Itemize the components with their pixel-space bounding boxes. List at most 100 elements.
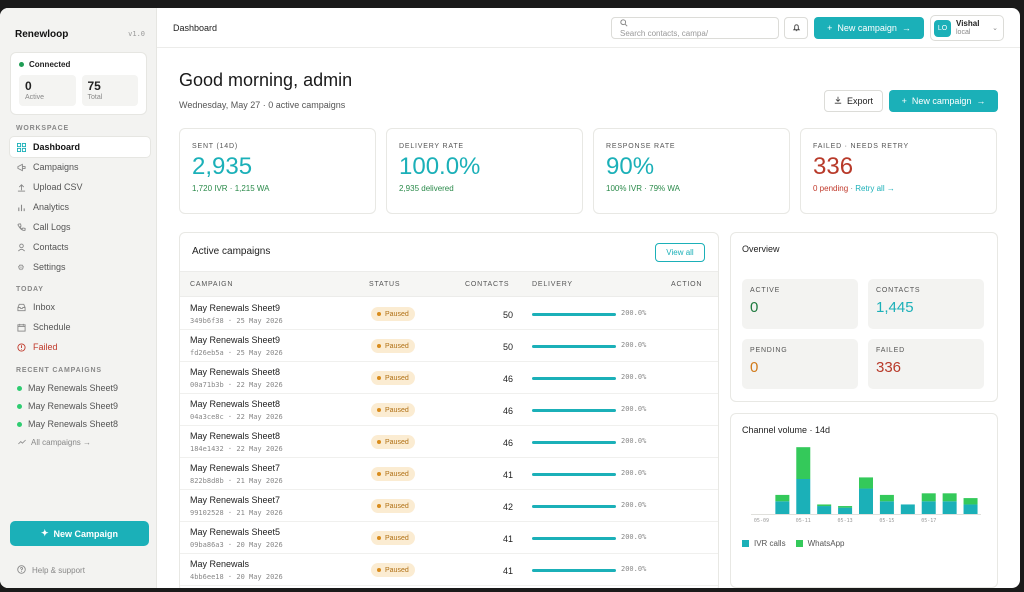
table-row[interactable]: May Renewals Sheet8 00a71b3b · 22 May 202… <box>180 362 718 394</box>
chart-title: Channel volume · 14d <box>742 425 831 435</box>
overview-card-failed: FAILED 336 <box>868 339 984 389</box>
bar-05-10-whatsapp <box>775 494 790 502</box>
delivery-percent: 200.0% <box>621 373 647 381</box>
contacts-count: 41 <box>502 470 513 480</box>
inbox-icon <box>16 302 26 312</box>
active-stat-label: Active <box>25 94 45 101</box>
megaphone-icon <box>16 162 26 172</box>
view-all-button[interactable]: View all <box>655 243 705 262</box>
campaign-meta: 184e1432 · 22 May 2026 <box>190 445 283 453</box>
user-name: Vishal <box>956 19 980 28</box>
table-row[interactable]: May Renewals Sheet5 09ba86a3 · 20 May 202… <box>180 522 718 554</box>
panel-title: Active campaigns <box>192 246 271 257</box>
status-badge: Paused <box>371 307 415 321</box>
plus-icon: + <box>827 23 833 33</box>
today-section-title: TODAY <box>16 286 44 293</box>
help-support-label: Help & support <box>32 566 85 575</box>
kpi-value: 100.0% <box>399 153 481 180</box>
export-button[interactable]: Export <box>824 90 883 112</box>
table-row[interactable]: May Renewals Sheet7 99102528 · 21 May 202… <box>180 490 718 522</box>
sidebar-item-analytics[interactable]: Analytics <box>10 197 150 217</box>
separator: · <box>848 184 856 193</box>
sidebar-item-upload-csv[interactable]: Upload CSV <box>10 177 150 197</box>
status-dot <box>377 408 381 412</box>
campaign-name[interactable]: May Renewals Sheet7 <box>190 463 281 473</box>
sidebar-item-campaigns[interactable]: Campaigns <box>10 157 150 177</box>
recent-campaign-item[interactable]: May Renewals Sheet8 <box>0 415 156 433</box>
status-label: Paused <box>385 566 409 574</box>
campaign-name[interactable]: May Renewals Sheet9 <box>190 303 281 313</box>
table-row[interactable]: May Renewals Sheet8 184e1432 · 22 May 202… <box>180 426 718 458</box>
bar-05-18-ivr-calls <box>942 501 957 514</box>
connection-status: Connected <box>19 60 138 69</box>
bar-05-13-ivr-calls <box>838 507 853 514</box>
connection-card: Connected 0 Active 75 Total <box>10 52 147 115</box>
sidebar-item-label: Contacts <box>33 242 69 252</box>
notifications-button[interactable] <box>784 17 808 39</box>
sidebar-item-dashboard[interactable]: Dashboard <box>10 137 150 157</box>
phone-icon <box>16 222 26 232</box>
contacts-count: 46 <box>502 374 513 384</box>
column-header[interactable]: DELIVERY <box>532 281 573 288</box>
table-row[interactable]: May Renewals Sheet9 349b6f38 · 25 May 202… <box>180 298 718 330</box>
campaign-name[interactable]: May Renewals Sheet8 <box>190 367 281 377</box>
kpi-sent: SENT (14D) 2,935 1,720 IVR · 1,215 WA <box>179 128 376 214</box>
new-campaign-top-button[interactable]: + New campaign → <box>814 17 924 39</box>
search-icon <box>620 19 628 29</box>
bar-05-12-whatsapp <box>817 504 832 507</box>
search-input[interactable] <box>620 29 770 38</box>
recent-campaign-item[interactable]: May Renewals Sheet9 <box>0 397 156 415</box>
campaign-meta: 99102528 · 21 May 2026 <box>190 509 283 517</box>
recent-campaign-item[interactable]: May Renewals Sheet9 <box>0 379 156 397</box>
column-header[interactable]: STATUS <box>369 281 401 288</box>
sidebar-item-label: Call Logs <box>33 222 71 232</box>
help-support-link[interactable]: Help & support <box>17 565 85 576</box>
user-menu[interactable]: LO Vishal local ⌄ <box>930 15 1004 41</box>
overview-label: CONTACTS <box>876 287 921 294</box>
campaign-name[interactable]: May Renewals Sheet8 <box>190 431 281 441</box>
new-campaign-sidebar-button[interactable]: ✦ New Campaign <box>10 521 149 546</box>
sidebar-item-failed[interactable]: Failed <box>10 337 150 357</box>
contacts-count: 41 <box>502 566 513 576</box>
status-badge: Paused <box>371 371 415 385</box>
campaign-name[interactable]: May Renewals Sheet7 <box>190 495 281 505</box>
delivery-percent: 200.0% <box>621 533 647 541</box>
table-row[interactable]: May Renewals Sheet9 fd26eb5a · 25 May 202… <box>180 330 718 362</box>
delivery-bar <box>532 313 616 316</box>
contacts-count: 46 <box>502 406 513 416</box>
column-header[interactable]: CAMPAIGN <box>190 281 234 288</box>
status-dot <box>377 504 381 508</box>
status-badge: Paused <box>371 499 415 513</box>
new-campaign-header-button[interactable]: + New campaign → <box>889 90 998 112</box>
table-row[interactable]: May Renewals Sheet8 04a3ce8c · 22 May 202… <box>180 394 718 426</box>
sidebar-item-schedule[interactable]: Schedule <box>10 317 150 337</box>
table-row[interactable]: May Renewals Sheet7 822b8d8b · 21 May 202… <box>180 458 718 490</box>
sidebar-item-call-logs[interactable]: Call Logs <box>10 217 150 237</box>
search-box[interactable] <box>611 17 779 39</box>
active-campaigns-panel: Active campaigns View all CAMPAIGN STATU… <box>179 232 719 588</box>
table-row[interactable]: May Renewals 4bb6ee18 · 20 May 2026 Paused… <box>180 554 718 586</box>
all-campaigns-link[interactable]: All campaigns → <box>0 433 156 451</box>
new-campaign-sidebar-label: New Campaign <box>53 528 119 539</box>
campaign-name[interactable]: May Renewals <box>190 559 250 569</box>
brand: Renewloop v1.0 <box>0 8 156 46</box>
column-header[interactable]: CONTACTS <box>465 281 510 288</box>
status-label: Paused <box>385 406 409 414</box>
status-badge: Paused <box>371 339 415 353</box>
app-logo[interactable]: Renewloop <box>15 28 69 40</box>
campaign-name[interactable]: May Renewals Sheet8 <box>190 399 281 409</box>
delivery-bar <box>532 537 616 540</box>
retry-all-link[interactable]: Retry all → <box>855 184 895 193</box>
sidebar-item-contacts[interactable]: Contacts <box>10 237 150 257</box>
campaign-meta: 349b6f38 · 25 May 2026 <box>190 317 283 325</box>
sidebar-item-label: Settings <box>33 262 66 272</box>
campaign-name[interactable]: May Renewals Sheet9 <box>190 335 281 345</box>
delivery-bar <box>532 569 616 572</box>
campaign-name[interactable]: May Renewals Sheet5 <box>190 527 281 537</box>
recent-campaign-label: May Renewals Sheet9 <box>28 383 119 393</box>
status-dot <box>377 440 381 444</box>
bar-05-17-whatsapp <box>921 493 936 502</box>
x-tick-label: 05-15 <box>879 518 894 524</box>
sidebar-item-inbox[interactable]: Inbox <box>10 297 150 317</box>
sidebar-item-settings[interactable]: ⚙ Settings <box>10 257 150 277</box>
